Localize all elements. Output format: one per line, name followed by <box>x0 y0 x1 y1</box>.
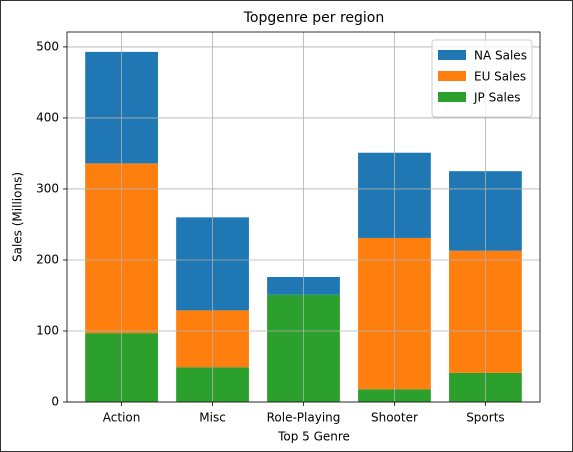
legend-swatch <box>438 92 466 102</box>
y-tick-label: 100 <box>36 323 59 337</box>
legend-swatch <box>438 50 466 60</box>
x-axis-label: Top 5 Genre <box>277 430 350 444</box>
chart-title: Topgenre per region <box>243 10 385 26</box>
x-tick-label: Shooter <box>371 411 418 425</box>
x-tick-label: Misc <box>199 411 226 425</box>
y-tick-label: 300 <box>36 181 59 195</box>
x-tick-label: Action <box>103 411 141 425</box>
legend-label: JP Sales <box>473 91 521 105</box>
y-tick-label: 0 <box>51 395 59 409</box>
y-tick-label: 200 <box>36 252 59 266</box>
y-axis-label: Sales (Millions) <box>11 172 25 262</box>
y-tick-label: 500 <box>36 39 59 53</box>
legend-label: NA Sales <box>474 49 527 63</box>
axes-frame <box>66 31 541 403</box>
legend-swatch <box>438 71 466 81</box>
legend-label: EU Sales <box>474 70 526 84</box>
x-tick-label: Role-Playing <box>267 411 341 425</box>
y-tick-label: 400 <box>36 110 59 124</box>
x-tick-label: Sports <box>466 411 504 425</box>
